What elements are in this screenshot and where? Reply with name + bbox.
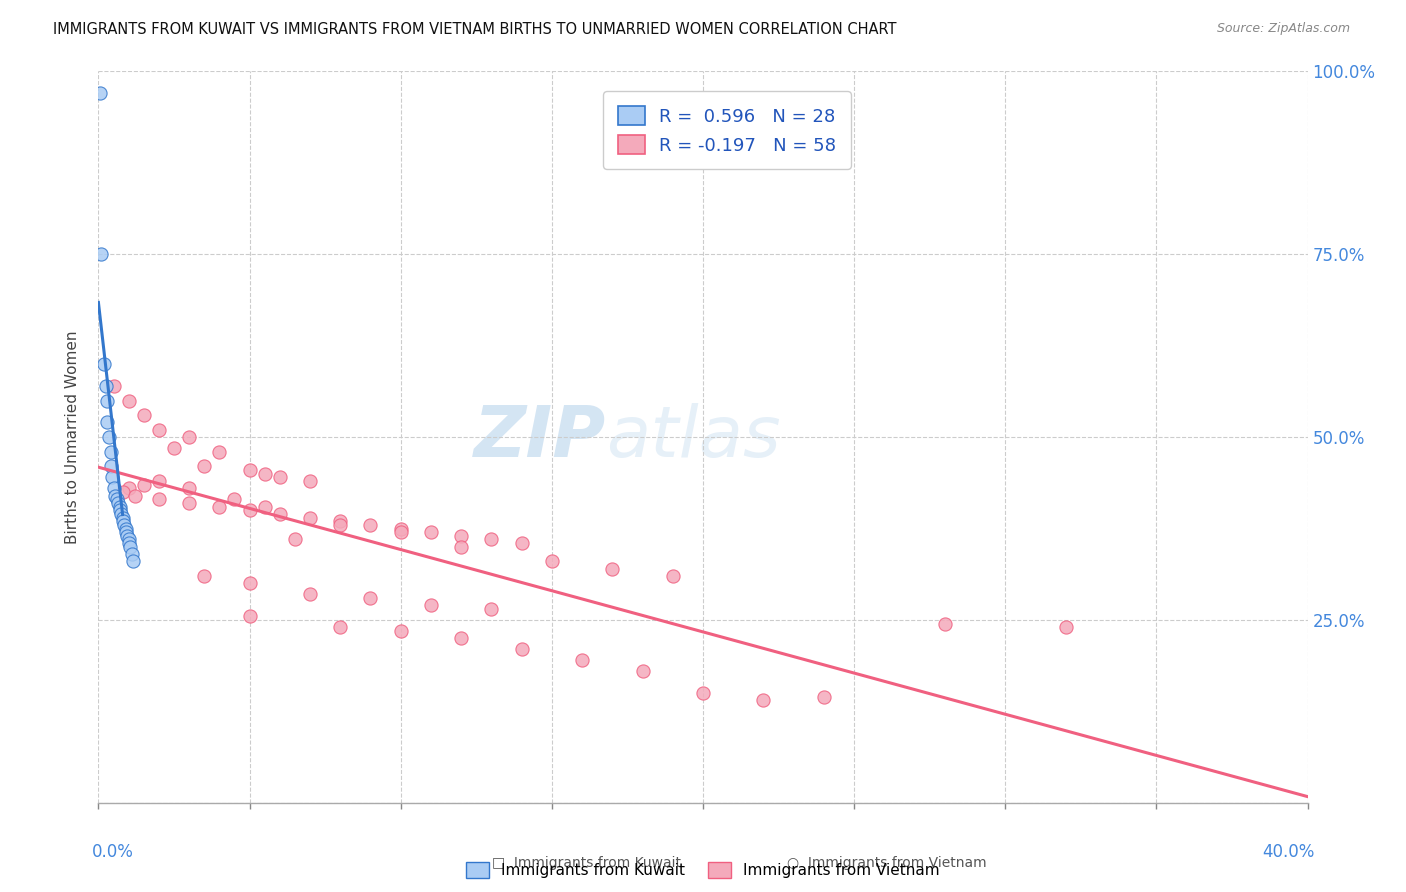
Point xyxy=(1054,620,1077,634)
Point xyxy=(179,430,201,444)
Point xyxy=(193,569,215,583)
Text: atlas: atlas xyxy=(606,402,780,472)
Point xyxy=(631,664,654,678)
Point xyxy=(510,642,533,657)
Point xyxy=(329,514,352,528)
Point xyxy=(934,616,956,631)
Point xyxy=(96,393,118,408)
Point xyxy=(179,481,201,495)
Point xyxy=(103,379,125,393)
Point xyxy=(813,690,835,704)
Point xyxy=(450,540,472,554)
Point xyxy=(481,533,503,547)
Text: 0.0%: 0.0% xyxy=(91,843,134,861)
Point xyxy=(114,525,136,540)
Point xyxy=(602,562,624,576)
Point xyxy=(239,463,262,477)
Point xyxy=(208,500,231,514)
Point xyxy=(124,489,146,503)
Point xyxy=(299,510,322,524)
Point xyxy=(108,500,131,514)
Point xyxy=(299,474,322,488)
Point xyxy=(100,444,122,458)
Point xyxy=(148,492,170,507)
Y-axis label: Births to Unmarried Women: Births to Unmarried Women xyxy=(65,330,80,544)
Point xyxy=(148,423,170,437)
Point xyxy=(122,554,145,568)
Point xyxy=(253,467,276,481)
Point xyxy=(101,470,124,484)
Point xyxy=(269,507,291,521)
Point xyxy=(284,533,307,547)
Point xyxy=(118,393,141,408)
Point xyxy=(90,247,112,261)
Text: 40.0%: 40.0% xyxy=(1263,843,1315,861)
Text: □  Immigrants from Kuwait: □ Immigrants from Kuwait xyxy=(492,856,681,871)
Point xyxy=(329,620,352,634)
Point xyxy=(110,507,132,521)
Point xyxy=(111,514,134,528)
Point xyxy=(450,632,472,646)
Point xyxy=(118,481,141,495)
Text: ○  Immigrants from Vietnam: ○ Immigrants from Vietnam xyxy=(787,856,987,871)
Point xyxy=(540,554,562,568)
Point xyxy=(107,496,129,510)
Point xyxy=(510,536,533,550)
Point xyxy=(752,693,775,707)
Point xyxy=(450,529,472,543)
Point xyxy=(163,441,186,455)
Point xyxy=(239,609,262,624)
Point xyxy=(389,624,412,638)
Point xyxy=(111,485,134,500)
Point xyxy=(360,517,382,532)
Point xyxy=(111,510,134,524)
Point xyxy=(94,379,117,393)
Point xyxy=(112,517,135,532)
Point xyxy=(239,503,262,517)
Point xyxy=(121,547,143,561)
Point xyxy=(103,481,125,495)
Point xyxy=(118,536,141,550)
Point xyxy=(692,686,714,700)
Legend: R =  0.596   N = 28, R = -0.197   N = 58: R = 0.596 N = 28, R = -0.197 N = 58 xyxy=(603,91,851,169)
Text: ZIP: ZIP xyxy=(474,402,606,472)
Point xyxy=(299,587,322,601)
Point xyxy=(420,525,443,540)
Point xyxy=(179,496,201,510)
Point xyxy=(114,521,136,535)
Point xyxy=(481,602,503,616)
Point xyxy=(253,500,276,514)
Point xyxy=(93,357,115,371)
Point xyxy=(571,653,593,667)
Point xyxy=(389,525,412,540)
Point xyxy=(224,492,246,507)
Point xyxy=(100,459,122,474)
Point xyxy=(105,492,128,507)
Text: Source: ZipAtlas.com: Source: ZipAtlas.com xyxy=(1216,22,1350,36)
Point xyxy=(115,529,138,543)
Point xyxy=(148,474,170,488)
Point xyxy=(89,87,111,101)
Point xyxy=(329,517,352,532)
Point xyxy=(98,430,121,444)
Point xyxy=(420,599,443,613)
Text: IMMIGRANTS FROM KUWAIT VS IMMIGRANTS FROM VIETNAM BIRTHS TO UNMARRIED WOMEN CORR: IMMIGRANTS FROM KUWAIT VS IMMIGRANTS FRO… xyxy=(53,22,897,37)
Point xyxy=(132,477,155,491)
Legend: Immigrants from Kuwait, Immigrants from Vietnam: Immigrants from Kuwait, Immigrants from … xyxy=(460,856,946,884)
Point xyxy=(104,489,127,503)
Point xyxy=(132,408,155,422)
Point xyxy=(269,470,291,484)
Point xyxy=(96,416,118,430)
Point xyxy=(239,576,262,591)
Point xyxy=(389,521,412,535)
Point xyxy=(661,569,683,583)
Point xyxy=(208,444,231,458)
Point xyxy=(118,533,141,547)
Point xyxy=(193,459,215,474)
Point xyxy=(120,540,142,554)
Point xyxy=(360,591,382,605)
Point xyxy=(108,503,131,517)
